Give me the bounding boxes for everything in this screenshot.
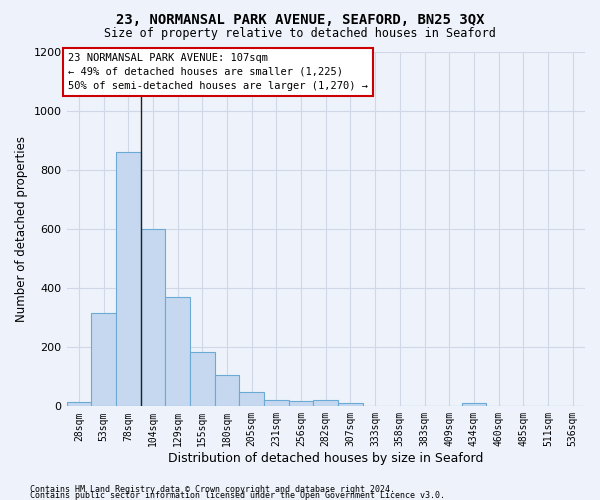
Y-axis label: Number of detached properties: Number of detached properties — [15, 136, 28, 322]
Text: Contains HM Land Registry data © Crown copyright and database right 2024.: Contains HM Land Registry data © Crown c… — [30, 485, 395, 494]
Bar — [264, 400, 289, 406]
Text: 23, NORMANSAL PARK AVENUE, SEAFORD, BN25 3QX: 23, NORMANSAL PARK AVENUE, SEAFORD, BN25… — [116, 12, 484, 26]
Text: Size of property relative to detached houses in Seaford: Size of property relative to detached ho… — [104, 28, 496, 40]
Bar — [461, 403, 486, 406]
Text: Contains public sector information licensed under the Open Government Licence v3: Contains public sector information licen… — [30, 491, 445, 500]
Bar — [313, 400, 338, 406]
Bar — [338, 404, 363, 406]
Bar — [116, 152, 140, 406]
Bar — [140, 229, 165, 406]
Text: 23 NORMANSAL PARK AVENUE: 107sqm
← 49% of detached houses are smaller (1,225)
50: 23 NORMANSAL PARK AVENUE: 107sqm ← 49% o… — [68, 53, 368, 91]
Bar — [239, 392, 264, 406]
X-axis label: Distribution of detached houses by size in Seaford: Distribution of detached houses by size … — [168, 452, 484, 465]
Bar — [165, 297, 190, 406]
Bar — [91, 313, 116, 406]
Bar — [289, 401, 313, 406]
Bar — [67, 402, 91, 406]
Bar — [190, 352, 215, 406]
Bar — [215, 376, 239, 406]
